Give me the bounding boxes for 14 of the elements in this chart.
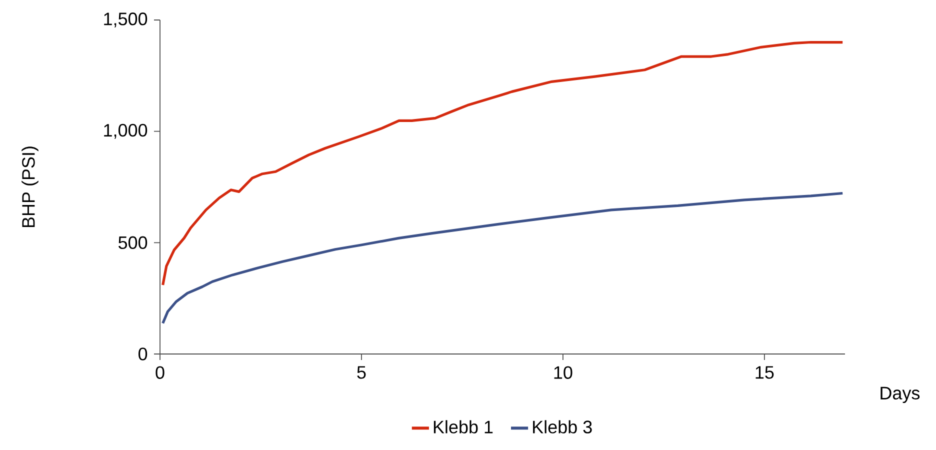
- x-tick-label: 15: [756, 366, 774, 379]
- x-tick-label: 5: [357, 366, 366, 379]
- legend-label: Klebb 1: [434, 420, 493, 434]
- legend-label: Klebb 3: [533, 420, 592, 434]
- x-tick-label: 0: [156, 366, 164, 379]
- y-tick-label: 0: [138, 348, 148, 360]
- line-series: [162, 192, 844, 325]
- y-axis-title: BHP (PSI): [22, 146, 38, 228]
- y-tick-label: 1,500: [104, 12, 148, 28]
- y-tick-label: 1,000: [104, 124, 148, 139]
- x-tick-label: 10: [554, 366, 572, 379]
- line-series: [162, 40, 844, 286]
- y-tick-label: 500: [118, 236, 148, 250]
- x-axis-title: Days: [880, 386, 920, 404]
